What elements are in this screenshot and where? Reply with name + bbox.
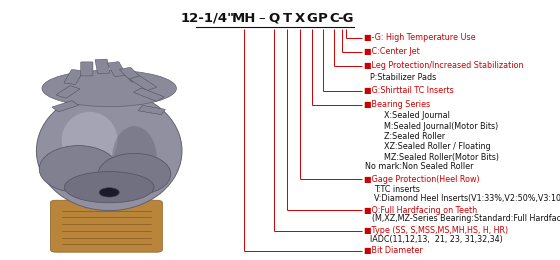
Text: Q: Q <box>269 12 280 25</box>
Text: –: – <box>259 12 265 25</box>
Text: ■Gage Protection(Heel Row): ■Gage Protection(Heel Row) <box>364 175 479 184</box>
Text: ■Leg Protection/Increased Stabilization: ■Leg Protection/Increased Stabilization <box>364 61 524 70</box>
Ellipse shape <box>36 91 182 211</box>
FancyBboxPatch shape <box>138 106 165 115</box>
Text: (M,XZ,MZ-Series Bearing:Standard:Full Hardfacing on Teeth): (M,XZ,MZ-Series Bearing:Standard:Full Ha… <box>372 214 560 223</box>
Text: T: T <box>283 12 292 25</box>
FancyBboxPatch shape <box>95 59 110 74</box>
Text: MZ:Sealed Roller(Motor Bits): MZ:Sealed Roller(Motor Bits) <box>384 153 498 162</box>
FancyBboxPatch shape <box>120 67 143 82</box>
Text: M:Sealed Journal(Motor Bits): M:Sealed Journal(Motor Bits) <box>384 122 498 131</box>
Ellipse shape <box>64 172 154 203</box>
Text: P:Stabilizer Pads: P:Stabilizer Pads <box>370 74 436 82</box>
Text: G: G <box>306 12 318 25</box>
Text: Z:Sealed Roller: Z:Sealed Roller <box>384 132 445 141</box>
Text: 12-1/4": 12-1/4" <box>180 12 234 25</box>
Ellipse shape <box>98 153 171 195</box>
Ellipse shape <box>62 112 118 169</box>
Text: V:Diamond Heel Inserts(V1:33%,V2:50%,V3:100%): V:Diamond Heel Inserts(V1:33%,V2:50%,V3:… <box>374 194 560 203</box>
Ellipse shape <box>112 126 157 191</box>
Ellipse shape <box>39 146 118 192</box>
Text: MH: MH <box>231 12 256 25</box>
Text: ■Bit Diameter: ■Bit Diameter <box>364 246 423 255</box>
Text: ■Q:Full Hardfacing on Teeth: ■Q:Full Hardfacing on Teeth <box>364 206 477 214</box>
FancyBboxPatch shape <box>81 62 93 76</box>
Text: IADC(11,12,13,  21, 23, 31,32,34): IADC(11,12,13, 21, 23, 31,32,34) <box>370 236 502 244</box>
FancyBboxPatch shape <box>107 62 127 76</box>
FancyBboxPatch shape <box>50 200 162 252</box>
Text: T:TC inserts: T:TC inserts <box>374 185 420 193</box>
Text: P: P <box>318 12 328 25</box>
Text: ■G:Shirttail TC Inserts: ■G:Shirttail TC Inserts <box>364 87 454 95</box>
Text: X: X <box>295 12 305 25</box>
Text: ■-G: High Temperature Use: ■-G: High Temperature Use <box>364 33 475 42</box>
Text: ■C:Center Jet: ■C:Center Jet <box>364 48 420 56</box>
Circle shape <box>99 188 119 197</box>
FancyBboxPatch shape <box>134 88 164 101</box>
Ellipse shape <box>42 70 176 107</box>
Text: ■Type (SS, S,MSS,MS,MH,HS, H, HR): ■Type (SS, S,MSS,MS,MH,HS, H, HR) <box>364 226 508 235</box>
Text: C: C <box>329 12 339 25</box>
Text: No mark:Non Sealed Roller: No mark:Non Sealed Roller <box>365 162 474 171</box>
Text: X:Sealed Journal: X:Sealed Journal <box>384 111 450 120</box>
FancyBboxPatch shape <box>52 101 78 112</box>
FancyBboxPatch shape <box>130 76 156 90</box>
Text: -G: -G <box>337 12 354 25</box>
Text: XZ:Sealed Roller / Floating: XZ:Sealed Roller / Floating <box>384 142 490 151</box>
FancyBboxPatch shape <box>64 69 83 84</box>
FancyBboxPatch shape <box>57 86 80 98</box>
Text: ■Bearing Series: ■Bearing Series <box>364 100 430 109</box>
